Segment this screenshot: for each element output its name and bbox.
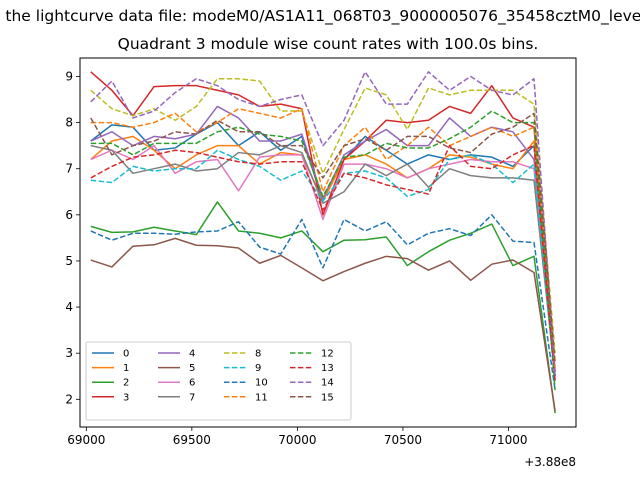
y-tick-label: 3 bbox=[65, 346, 73, 360]
series-line-5 bbox=[90, 237, 556, 411]
x-axis: 69000 69500 70000 70500 71000 bbox=[67, 427, 528, 447]
series-layer bbox=[90, 71, 556, 414]
legend-label-0: 0 bbox=[123, 349, 129, 360]
x-tick-label: 71000 bbox=[489, 433, 527, 447]
y-tick-label: 6 bbox=[65, 208, 73, 222]
series-line-9 bbox=[90, 149, 556, 381]
legend-label-6: 6 bbox=[189, 378, 195, 389]
legend-label-2: 2 bbox=[123, 378, 129, 389]
series-line-7 bbox=[90, 144, 556, 377]
y-tick-label: 8 bbox=[65, 116, 73, 130]
axes-frame bbox=[79, 57, 577, 428]
y-tick-label: 2 bbox=[65, 392, 73, 406]
legend-label-7: 7 bbox=[189, 392, 195, 403]
legend-label-14: 14 bbox=[321, 378, 334, 389]
legend-label-12: 12 bbox=[321, 349, 334, 360]
legend-box bbox=[85, 341, 352, 421]
chart-title: Quadrant 3 module wise count rates with … bbox=[118, 35, 539, 53]
x-tick-label: 69000 bbox=[67, 433, 105, 447]
legend-label-3: 3 bbox=[123, 392, 129, 403]
legend-label-5: 5 bbox=[189, 363, 195, 374]
legend-label-8: 8 bbox=[255, 349, 261, 360]
series-line-12 bbox=[90, 110, 556, 391]
legend-label-15: 15 bbox=[321, 392, 334, 403]
legend-label-4: 4 bbox=[189, 349, 195, 360]
x-tick-label: 70500 bbox=[384, 433, 422, 447]
y-tick-label: 5 bbox=[65, 254, 73, 268]
legend-label-1: 1 bbox=[123, 363, 129, 374]
x-tick-label: 70000 bbox=[278, 433, 316, 447]
x-offset-label: +3.88e8 bbox=[524, 455, 576, 469]
legend-label-10: 10 bbox=[255, 378, 268, 389]
series-line-4 bbox=[90, 105, 556, 377]
series-line-15 bbox=[90, 112, 556, 363]
series-line-2 bbox=[90, 201, 556, 414]
series-line-11 bbox=[90, 107, 556, 368]
x-tick-label: 69500 bbox=[173, 433, 211, 447]
legend-label-13: 13 bbox=[321, 363, 334, 374]
legend-label-11: 11 bbox=[255, 392, 268, 403]
series-line-10 bbox=[90, 214, 556, 391]
figure-suptitle: Plot of data from the lightcurve data fi… bbox=[0, 7, 640, 26]
y-axis: 2 3 4 5 6 7 8 9 bbox=[65, 69, 80, 406]
series-line-13 bbox=[90, 144, 556, 381]
y-tick-label: 9 bbox=[65, 69, 73, 83]
y-tick-label: 7 bbox=[65, 162, 73, 176]
series-line-14 bbox=[90, 71, 556, 377]
y-tick-label: 4 bbox=[65, 300, 73, 314]
legend-label-9: 9 bbox=[255, 363, 261, 374]
series-line-6 bbox=[90, 144, 556, 377]
series-line-3 bbox=[90, 71, 556, 372]
